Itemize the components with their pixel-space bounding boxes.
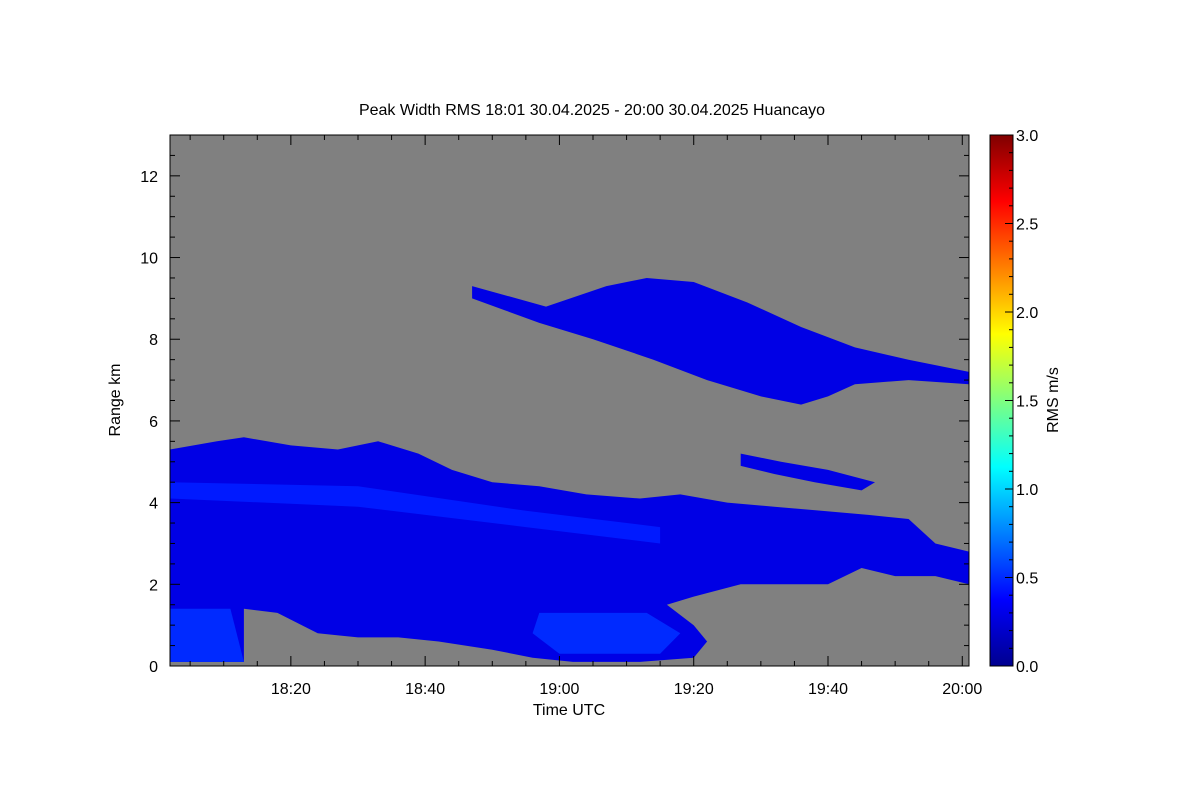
- x-axis-label: Time UTC: [533, 702, 605, 719]
- echo-region: [170, 482, 661, 544]
- colorbar-ticks: 0.0 0.5 1.0 1.5 2.0 2.5 3.0: [1005, 128, 1038, 676]
- x-tick-label: 20:00: [942, 681, 982, 698]
- colorbar-tick-label: 1.0: [1016, 482, 1038, 499]
- y-tick-label: 6: [149, 414, 158, 431]
- colorbar-label: RMS m/s: [1045, 367, 1062, 433]
- echo-region: [472, 278, 969, 405]
- x-tick-label: 19:40: [808, 681, 848, 698]
- y-tick-label: 12: [140, 169, 158, 186]
- x-tick-label: 19:00: [539, 681, 579, 698]
- x-tick-label: 18:20: [271, 681, 311, 698]
- colorbar-tick-label: 2.5: [1016, 217, 1038, 234]
- chart-title: Peak Width RMS 18:01 30.04.2025 - 20:00 …: [359, 102, 825, 119]
- y-tick-label: 8: [149, 332, 158, 349]
- echo-regions: [170, 278, 969, 662]
- colorbar-tick-label: 0.0: [1016, 659, 1038, 676]
- x-tick-label: 18:40: [405, 681, 445, 698]
- colorbar-tick-label: 2.0: [1016, 305, 1038, 322]
- echo-region: [170, 608, 244, 662]
- echo-region: [532, 612, 681, 654]
- colorbar-tick-label: 0.5: [1016, 571, 1038, 588]
- y-tick-label: 10: [140, 251, 158, 268]
- x-tick-label: 19:20: [674, 681, 714, 698]
- colorbar-tick-label: 1.5: [1016, 394, 1038, 411]
- y-tick-label: 2: [149, 577, 158, 594]
- echo-region: [740, 453, 875, 491]
- x-axis: 18:20 18:40 19:00 19:20 19:40 20:00: [189, 135, 982, 698]
- y-tick-label: 0: [149, 659, 158, 676]
- colorbar-tick-label: 3.0: [1016, 128, 1038, 145]
- y-axis: 0 2 4 6 8 10 12: [140, 134, 969, 676]
- y-tick-label: 4: [149, 496, 158, 513]
- y-axis-label: Range km: [107, 364, 124, 437]
